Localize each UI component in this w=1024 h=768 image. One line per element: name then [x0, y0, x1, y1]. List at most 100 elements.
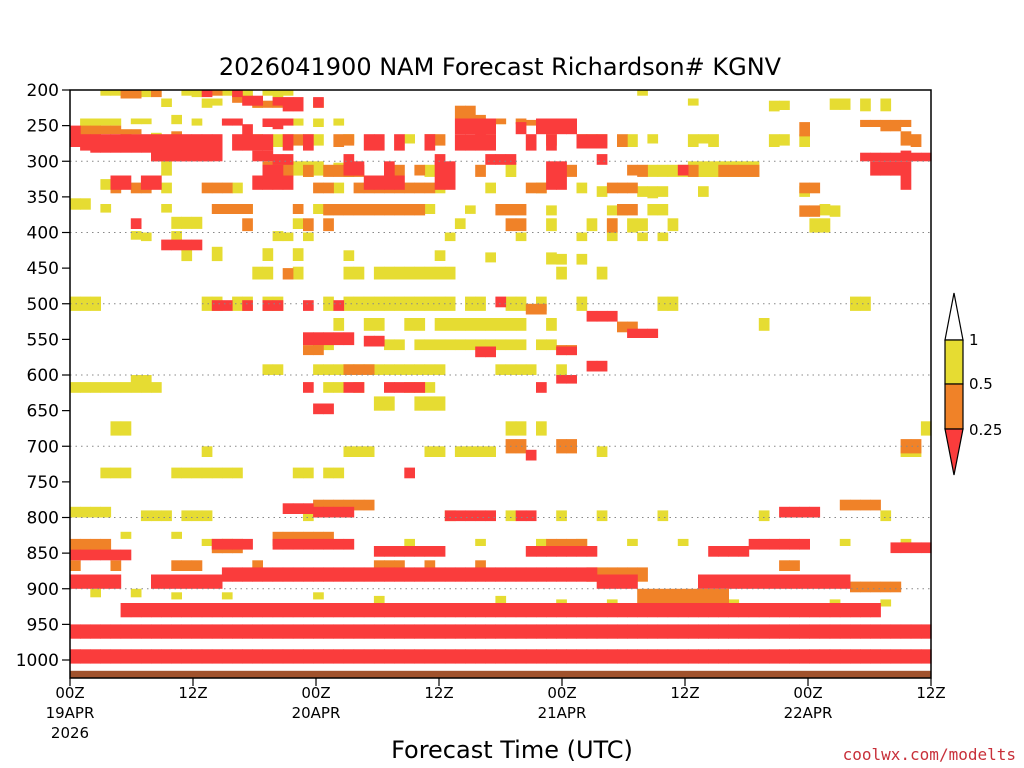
heatmap-cell: [627, 218, 638, 233]
heatmap-cell: [839, 574, 851, 589]
heatmap-cell: [181, 574, 193, 589]
heatmap-cell: [536, 546, 547, 557]
heatmap-cell: [282, 134, 294, 151]
x-year-label: 2026: [51, 724, 89, 742]
heatmap-cell: [860, 624, 871, 639]
heatmap-cell: [789, 603, 800, 618]
heatmap-cell: [546, 175, 557, 190]
heatmap-cell: [201, 467, 213, 479]
heatmap-cell: [181, 603, 193, 618]
heatmap-cell: [363, 175, 375, 190]
heatmap-cell: [465, 318, 476, 331]
heatmap-cell: [799, 603, 810, 618]
heatmap-cell: [323, 164, 334, 177]
legend-swatch-bottom: [944, 428, 964, 476]
heatmap-cell: [384, 649, 395, 664]
heatmap-cell: [80, 538, 91, 554]
heatmap-cell: [566, 164, 577, 177]
heatmap-cell: [596, 154, 608, 165]
heatmap-cell: [303, 624, 314, 639]
heatmap-cell: [191, 649, 203, 664]
heatmap-cell: [799, 134, 810, 147]
heatmap-cell: [171, 134, 182, 162]
heatmap-cell: [313, 506, 324, 518]
heatmap-cell: [90, 134, 101, 153]
heatmap-cell: [110, 90, 122, 96]
heatmap-cell: [920, 421, 932, 436]
heatmap-cell: [444, 649, 456, 664]
heatmap-cell: [161, 574, 172, 589]
heatmap-cell: [880, 599, 892, 607]
heatmap-cell: [647, 603, 659, 618]
heatmap-cell: [870, 119, 881, 127]
heatmap-cell: [850, 624, 861, 639]
heatmap-cell: [191, 603, 203, 618]
heatmap-cell: [130, 624, 142, 639]
heatmap-cell: [282, 567, 294, 582]
heatmap-cell: [323, 204, 334, 216]
heatmap-cell: [839, 624, 851, 639]
heatmap-cell: [819, 574, 831, 589]
heatmap-cell: [485, 346, 496, 358]
heatmap-cell: [454, 105, 466, 119]
heatmap-cell: [596, 360, 608, 372]
heatmap-cell: [495, 318, 507, 331]
heatmap-cell: [444, 266, 456, 280]
heatmap-cell: [211, 300, 223, 311]
heatmap-cell: [424, 339, 436, 351]
heatmap-cell: [110, 134, 122, 153]
heatmap-cell: [758, 574, 770, 589]
heatmap-cell: [100, 204, 112, 213]
heatmap-cell: [282, 538, 294, 550]
heatmap-cell: [303, 603, 314, 618]
heatmap-cell: [414, 396, 426, 411]
heatmap-cell: [505, 624, 517, 639]
heatmap-cell: [171, 574, 182, 589]
heatmap-cell: [313, 624, 324, 639]
heatmap-cell: [779, 560, 790, 571]
heatmap-cell: [323, 182, 334, 194]
heatmap-cell: [242, 624, 253, 639]
heatmap-cell: [556, 161, 567, 176]
heatmap-cell: [171, 603, 182, 618]
heatmap-cell: [586, 603, 598, 618]
heatmap-cell: [505, 154, 517, 165]
heatmap-cell: [485, 134, 496, 151]
heatmap-cell: [333, 318, 345, 331]
heatmap-cell: [90, 118, 101, 127]
heatmap-cell: [819, 649, 831, 664]
heatmap-cell: [657, 164, 669, 177]
legend-swatch-top: [944, 292, 964, 341]
heatmap-cell: [323, 218, 334, 232]
y-tick-label: 600: [27, 366, 59, 386]
heatmap-cell: [232, 296, 243, 311]
heatmap-cell: [262, 100, 274, 108]
heatmap-cell: [880, 152, 892, 162]
heatmap-cell: [252, 560, 263, 571]
heatmap-cell: [221, 624, 233, 639]
heatmap-cell: [161, 624, 172, 639]
heatmap-cell: [363, 624, 375, 639]
heatmap-cell: [292, 503, 304, 514]
heatmap-cell: [171, 231, 182, 242]
x-date-label: 22APR: [784, 704, 833, 722]
heatmap-cell: [80, 125, 91, 139]
heatmap-cell: [151, 649, 162, 664]
x-tick-label: 00Z: [793, 684, 822, 702]
heatmap-cell: [333, 182, 345, 194]
heatmap-cell: [242, 124, 253, 139]
heatmap-cell: [242, 567, 253, 582]
heatmap-cell: [394, 560, 405, 571]
heatmap-cell: [414, 382, 426, 393]
heatmap-cell: [140, 232, 152, 242]
heatmap-cell: [262, 364, 274, 375]
heatmap-cell: [779, 603, 790, 618]
heatmap-cell: [70, 296, 81, 311]
heatmap-cell: [475, 318, 486, 331]
heatmap-cell: [171, 150, 182, 162]
heatmap-cell: [495, 567, 507, 582]
x-tick-label: 00Z: [547, 684, 576, 702]
heatmap-cell: [728, 546, 740, 557]
heatmap-cell: [525, 510, 537, 522]
heatmap-cell: [80, 624, 91, 639]
